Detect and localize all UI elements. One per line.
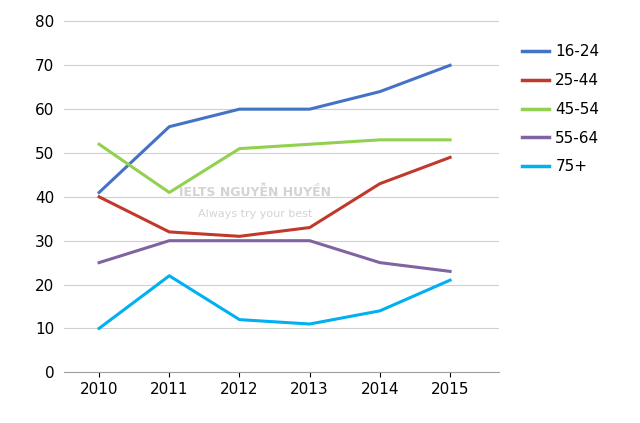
55-64 [166,238,173,243]
Line: 25-44: 25-44 [99,157,450,236]
Text: IELTS NGUYỄN HUYỀN: IELTS NGUYỄN HUYỀN [179,186,332,199]
25-44 [236,234,243,239]
45-54 [376,137,384,143]
25-44 [376,181,384,186]
Line: 45-54: 45-54 [99,140,450,192]
75+ [166,273,173,278]
16-24 [376,89,384,94]
Text: Always try your best: Always try your best [198,209,313,219]
45-54 [95,142,103,147]
55-64 [446,269,454,274]
75+ [95,326,103,331]
55-64 [236,238,243,243]
16-24 [166,124,173,129]
75+ [306,321,314,327]
45-54 [306,142,314,147]
45-54 [166,190,173,195]
16-24 [236,107,243,112]
Legend: 16-24, 25-44, 45-54, 55-64, 75+: 16-24, 25-44, 45-54, 55-64, 75+ [516,38,605,181]
75+ [236,317,243,322]
25-44 [446,155,454,160]
75+ [446,277,454,283]
45-54 [446,137,454,143]
45-54 [236,146,243,151]
Line: 16-24: 16-24 [99,65,450,192]
16-24 [306,107,314,112]
25-44 [95,194,103,199]
55-64 [376,260,384,265]
55-64 [306,238,314,243]
75+ [376,308,384,313]
Line: 55-64: 55-64 [99,241,450,272]
16-24 [446,63,454,68]
16-24 [95,190,103,195]
55-64 [95,260,103,265]
Line: 75+: 75+ [99,276,450,328]
25-44 [166,229,173,234]
25-44 [306,225,314,230]
